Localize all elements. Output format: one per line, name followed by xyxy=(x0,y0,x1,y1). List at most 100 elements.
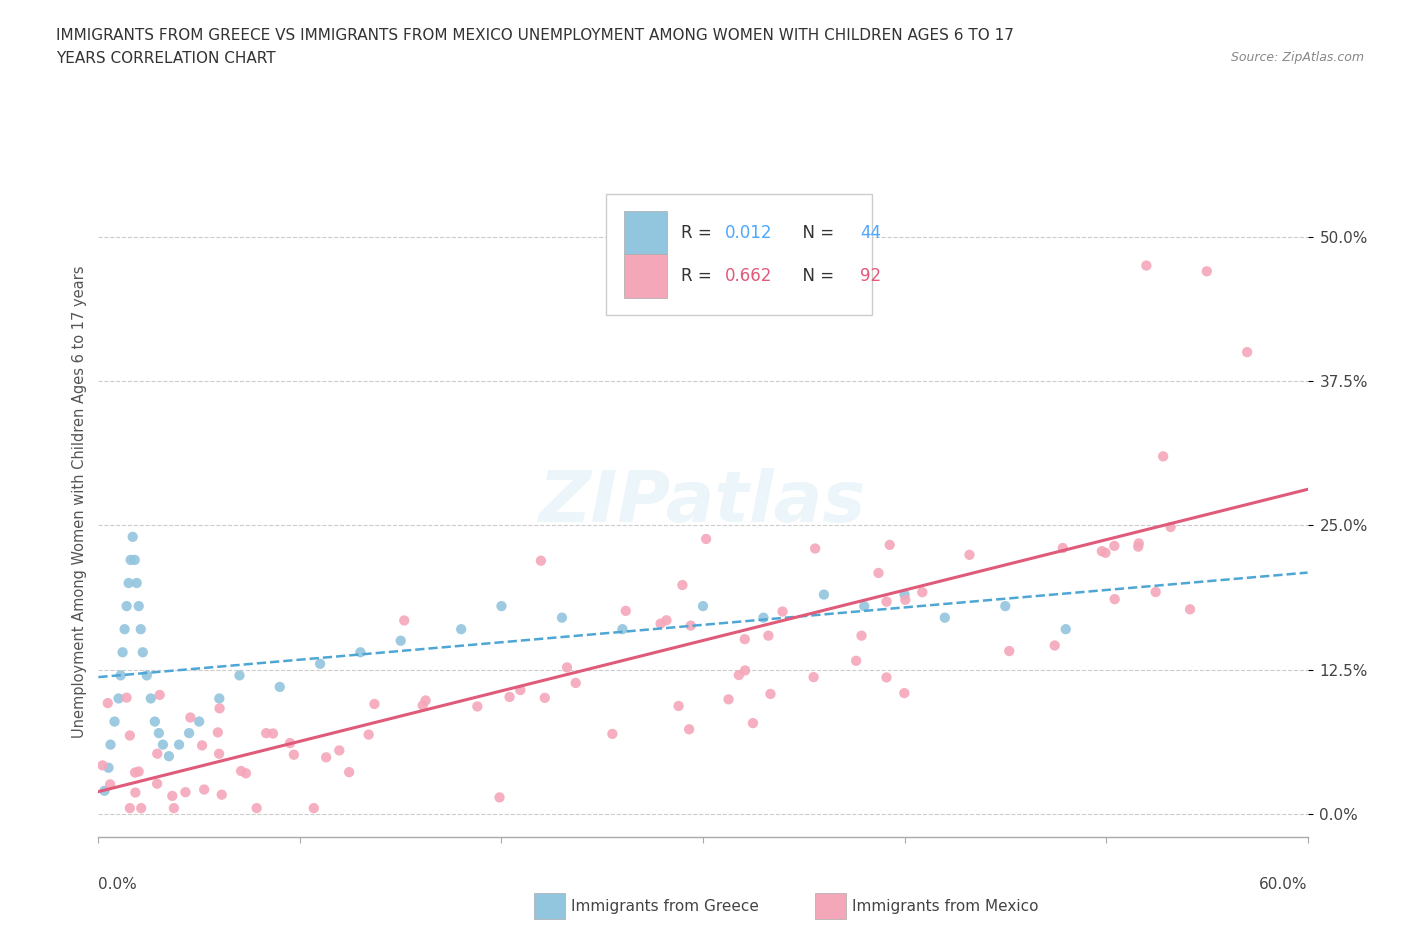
Point xyxy=(129,622,152,637)
Point xyxy=(128,599,150,614)
Point xyxy=(349,644,371,659)
Point xyxy=(254,725,277,740)
Point xyxy=(692,599,714,614)
Point xyxy=(934,610,956,625)
Point xyxy=(146,777,169,791)
Point xyxy=(450,622,472,637)
Point xyxy=(734,631,756,646)
Point xyxy=(498,689,520,704)
Point xyxy=(207,725,229,740)
Point xyxy=(121,529,143,544)
Point xyxy=(118,801,141,816)
Point xyxy=(157,749,180,764)
Point xyxy=(1144,585,1167,600)
FancyBboxPatch shape xyxy=(624,211,666,255)
Point xyxy=(309,657,332,671)
Point xyxy=(759,686,782,701)
Point xyxy=(555,660,578,675)
Point xyxy=(1128,536,1150,551)
Point xyxy=(894,592,917,607)
Point xyxy=(124,785,146,800)
Point xyxy=(1091,544,1114,559)
Point xyxy=(394,613,416,628)
Point xyxy=(488,790,510,804)
Point xyxy=(283,747,305,762)
Point xyxy=(1152,449,1174,464)
Point xyxy=(135,668,157,683)
Point xyxy=(129,801,152,816)
Text: IMMIGRANTS FROM GREECE VS IMMIGRANTS FROM MEXICO UNEMPLOYMENT AMONG WOMEN WITH C: IMMIGRANTS FROM GREECE VS IMMIGRANTS FRO… xyxy=(56,28,1014,43)
Point xyxy=(717,692,740,707)
Point xyxy=(191,738,214,753)
Point xyxy=(262,726,284,741)
Point xyxy=(509,683,531,698)
Point xyxy=(228,668,250,683)
Point xyxy=(998,644,1021,658)
Point xyxy=(193,782,215,797)
FancyBboxPatch shape xyxy=(606,194,872,314)
Text: Source: ZipAtlas.com: Source: ZipAtlas.com xyxy=(1230,51,1364,64)
Point xyxy=(533,690,555,705)
Point xyxy=(1195,264,1218,279)
Point xyxy=(302,801,325,816)
Point xyxy=(163,801,186,816)
Point xyxy=(152,737,174,752)
Point xyxy=(278,736,301,751)
Point xyxy=(97,696,120,711)
Point xyxy=(752,610,775,625)
Point xyxy=(149,687,172,702)
Text: N =: N = xyxy=(793,267,839,286)
Text: 92: 92 xyxy=(860,267,882,286)
Point xyxy=(678,722,700,737)
Point xyxy=(650,617,672,631)
Text: YEARS CORRELATION CHART: YEARS CORRELATION CHART xyxy=(56,51,276,66)
Point xyxy=(1104,538,1126,553)
Point xyxy=(879,538,901,552)
Point xyxy=(1160,520,1182,535)
Point xyxy=(668,698,690,713)
Point xyxy=(679,618,702,633)
Point xyxy=(893,685,915,700)
Point xyxy=(107,691,129,706)
Text: 0.012: 0.012 xyxy=(724,224,772,242)
Point xyxy=(179,725,201,740)
Text: 60.0%: 60.0% xyxy=(1260,877,1308,892)
Text: R =: R = xyxy=(682,267,717,286)
Point xyxy=(269,680,291,695)
Point xyxy=(876,594,898,609)
Point xyxy=(111,644,134,659)
Point xyxy=(530,553,553,568)
Point xyxy=(959,548,981,563)
Point xyxy=(1094,545,1116,560)
Point xyxy=(1043,638,1066,653)
Point xyxy=(124,765,146,780)
Point xyxy=(208,746,231,761)
Point xyxy=(728,668,751,683)
Point xyxy=(124,552,146,567)
Point xyxy=(1128,539,1150,554)
Point xyxy=(100,737,122,752)
Point xyxy=(893,587,915,602)
Point xyxy=(103,714,125,729)
Point xyxy=(143,714,166,729)
Point xyxy=(174,785,197,800)
Point xyxy=(1052,540,1074,555)
Text: ZIPatlas: ZIPatlas xyxy=(540,468,866,537)
Point xyxy=(118,728,141,743)
Point xyxy=(162,789,184,804)
Point xyxy=(911,585,934,600)
Point xyxy=(208,701,231,716)
Text: 44: 44 xyxy=(860,224,882,242)
Point xyxy=(491,599,513,614)
Point xyxy=(415,693,437,708)
Point xyxy=(853,599,876,614)
Point xyxy=(655,613,678,628)
Point xyxy=(868,565,890,580)
Point xyxy=(229,764,252,778)
Point xyxy=(132,644,155,659)
Point xyxy=(551,610,574,625)
Point xyxy=(118,576,141,591)
Point xyxy=(211,787,233,802)
Text: 0.662: 0.662 xyxy=(724,267,772,286)
Point xyxy=(91,758,114,773)
